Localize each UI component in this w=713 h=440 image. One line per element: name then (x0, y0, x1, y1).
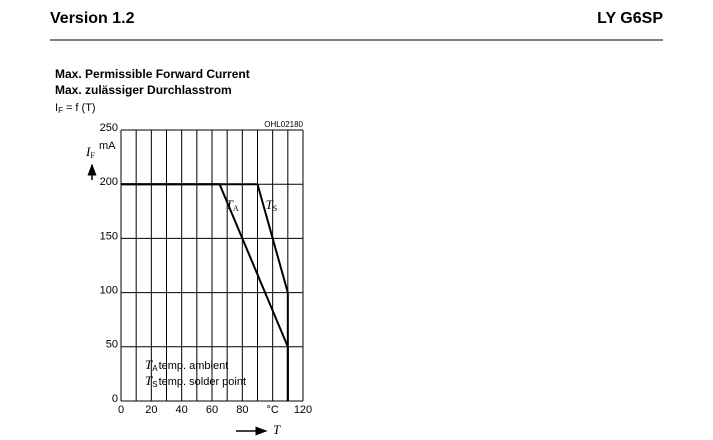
y-tick-label: 100 (100, 285, 118, 297)
x-tick-label: 60 (206, 404, 218, 416)
chart-subtitle: Max. zulässiger Durchlasstrom (55, 83, 232, 97)
legend-entry: TStemp. solder point (145, 373, 246, 389)
x-tick-label: 40 (176, 404, 188, 416)
formula: IF = f (T) (55, 102, 96, 115)
x-tick-label: 80 (236, 404, 248, 416)
header-right: LY G6SP (597, 10, 663, 27)
series-label-main: T (266, 197, 274, 212)
legend-symbol: T (145, 357, 153, 372)
series-label-main: T (226, 197, 234, 212)
series-label: TS (266, 197, 278, 213)
y-tick-label: 200 (100, 176, 118, 188)
y-tick-label: 150 (100, 230, 118, 242)
series-label-sub: A (233, 204, 239, 213)
y-tick-label: 0 (112, 393, 118, 405)
y-tick-label: 250 (100, 122, 118, 134)
x-label: T (273, 422, 281, 437)
legend-sub: A (152, 364, 158, 373)
x-tick-label: 0 (118, 404, 124, 416)
legend-sub: S (152, 380, 157, 389)
legend-text: temp. solder point (159, 376, 246, 388)
series-label-sub: S (273, 204, 277, 213)
legend-text: temp. ambient (159, 360, 229, 372)
x-tick-label: 20 (145, 404, 157, 416)
code: OHL02180 (264, 120, 303, 129)
header-left: Version 1.2 (50, 10, 135, 27)
y-label: IF (85, 144, 95, 160)
legend-symbol: T (145, 373, 153, 388)
y-unit: mA (99, 140, 116, 152)
x-tick-label: °C (266, 404, 278, 416)
legend-entry: TAtemp. ambient (145, 357, 228, 373)
y-tick-label: 50 (106, 339, 118, 351)
data-line (121, 183, 289, 401)
x-tick-label: 120 (294, 404, 312, 416)
chart-title: Max. Permissible Forward Current (55, 67, 250, 81)
series-label: TA (226, 197, 239, 213)
